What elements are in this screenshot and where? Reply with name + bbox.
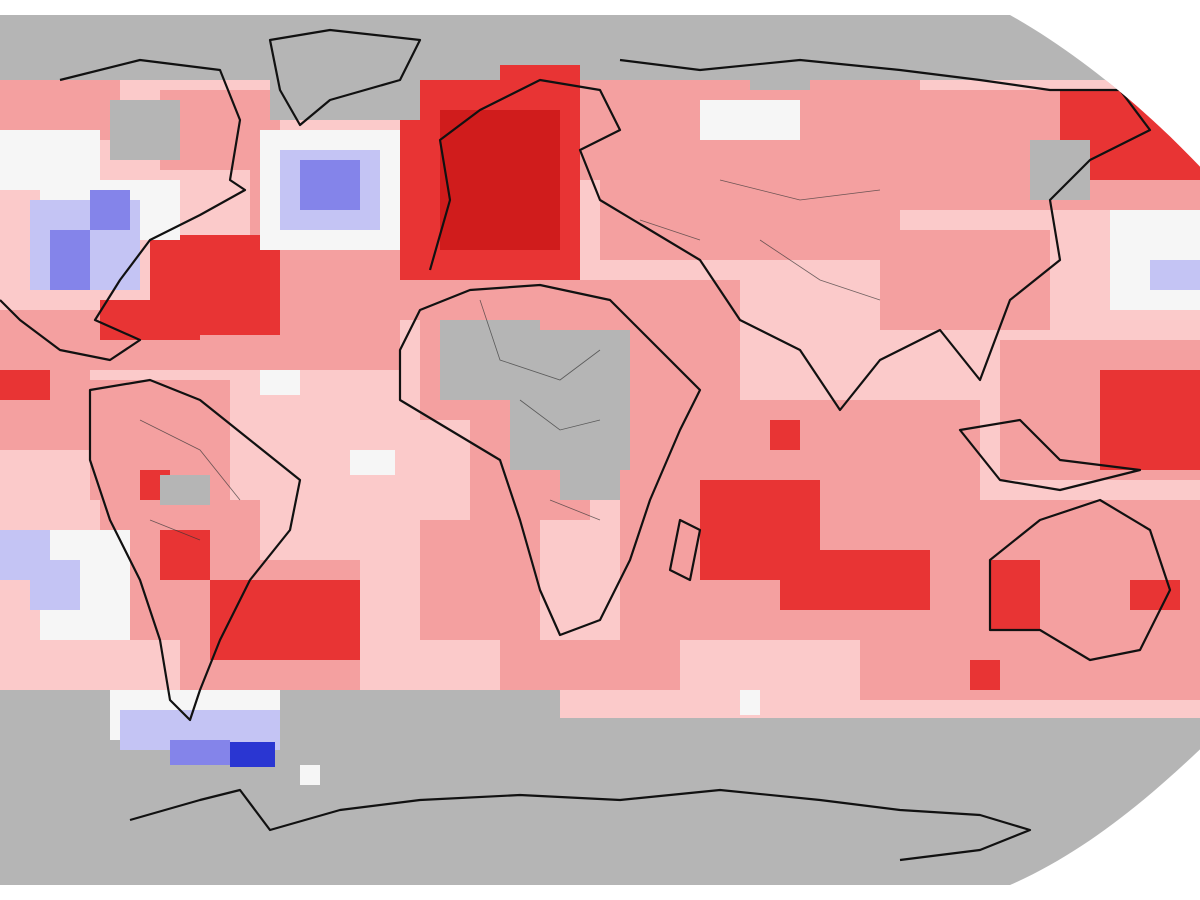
coastline [0, 28, 1172, 862]
country-border [139, 179, 881, 541]
anomaly-strongest [440, 110, 560, 250]
no-data-area [110, 30, 1090, 505]
anomaly-coldest [230, 742, 275, 767]
anomaly-cold [50, 160, 360, 765]
